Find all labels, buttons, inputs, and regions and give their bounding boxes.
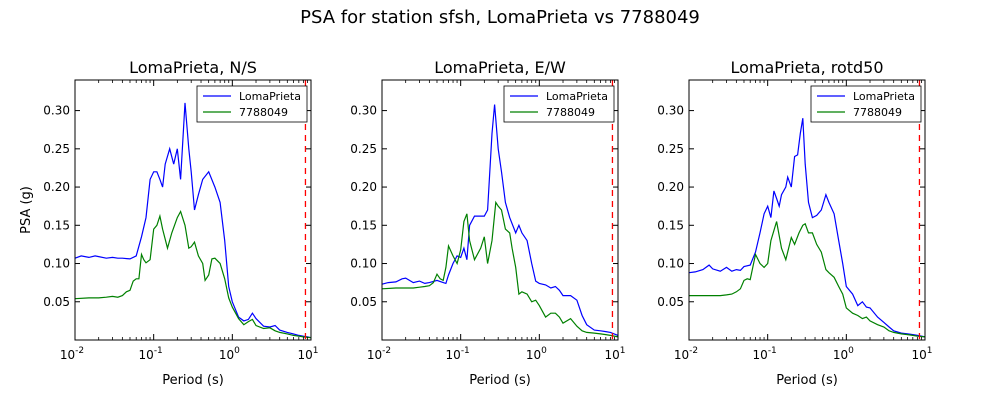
x-tick-exponent: -1 xyxy=(768,346,777,356)
legend-label: 7788049 xyxy=(853,106,902,119)
figure-title: PSA for station sfsh, LomaPrieta vs 7788… xyxy=(300,7,700,28)
y-tick-label: 0.05 xyxy=(350,295,377,309)
legend-label: LomaPrieta xyxy=(853,90,915,103)
y-tick-label: 0.25 xyxy=(43,142,70,156)
x-axis-label: Period (s) xyxy=(469,373,531,388)
x-axis-label: Period (s) xyxy=(776,373,838,388)
y-tick-label: 0.05 xyxy=(43,295,70,309)
legend-label: LomaPrieta xyxy=(239,90,301,103)
x-tick-exponent: 1 xyxy=(927,346,933,356)
legend-label: 7788049 xyxy=(546,106,595,119)
y-tick-label: 0.15 xyxy=(43,218,70,232)
panel-title: LomaPrieta, N/S xyxy=(129,58,257,77)
x-tick-exponent: 1 xyxy=(620,346,626,356)
x-tick-exponent: 0 xyxy=(848,346,854,356)
legend-label: LomaPrieta xyxy=(546,90,608,103)
y-tick-label: 0.10 xyxy=(350,257,377,271)
x-tick-exponent: -1 xyxy=(461,346,470,356)
y-tick-label: 0.20 xyxy=(43,180,70,194)
y-tick-label: 0.15 xyxy=(657,218,684,232)
x-tick-exponent: -1 xyxy=(154,346,163,356)
x-tick-exponent: -2 xyxy=(382,346,391,356)
legend-box xyxy=(503,85,615,123)
legend-box xyxy=(810,85,922,123)
x-axis-label: Period (s) xyxy=(162,373,224,388)
legend-label: 7788049 xyxy=(239,106,288,119)
x-tick-exponent: 0 xyxy=(541,346,547,356)
panel-rotd50: LomaPrieta, rotd50 Period (s) 0.05 0.10 0.… xyxy=(657,58,932,388)
series-line-7788049 xyxy=(689,221,926,338)
series-line-lomaprieta xyxy=(381,104,619,336)
y-axis-label: PSA (g) xyxy=(19,186,34,234)
y-tick-label: 0.10 xyxy=(657,257,684,271)
y-tick-label: 0.25 xyxy=(350,142,377,156)
panel-title: LomaPrieta, E/W xyxy=(434,58,566,77)
axes-frame xyxy=(381,79,619,341)
y-tick-label: 0.15 xyxy=(350,218,377,232)
panel-ns: LomaPrieta, N/S Period (s) PSA (g) 0.05 0… xyxy=(19,58,319,388)
y-tick-label: 0.30 xyxy=(657,104,684,118)
x-tick-exponent: -2 xyxy=(689,346,698,356)
y-tick-label: 0.30 xyxy=(43,104,70,118)
axes-frame xyxy=(74,79,312,341)
y-tick-label: 0.05 xyxy=(657,295,684,309)
series-line-7788049 xyxy=(74,209,312,339)
legend-box xyxy=(196,85,308,123)
panel-title: LomaPrieta, rotd50 xyxy=(730,58,883,77)
series-line-7788049 xyxy=(381,200,619,338)
y-tick-label: 0.25 xyxy=(657,142,684,156)
x-tick-exponent: 0 xyxy=(234,346,240,356)
panel-ew: LomaPrieta, E/W Period (s) 0.05 0.10 0.15 0… xyxy=(350,58,625,388)
y-tick-label: 0.20 xyxy=(350,180,377,194)
series-line-lomaprieta xyxy=(74,102,312,339)
series-line-lomaprieta xyxy=(688,118,926,338)
y-tick-label: 0.10 xyxy=(43,257,70,271)
x-tick-exponent: -2 xyxy=(75,346,84,356)
y-tick-label: 0.30 xyxy=(350,104,377,118)
y-tick-label: 0.20 xyxy=(657,180,684,194)
axes-frame xyxy=(688,79,926,341)
x-tick-exponent: 1 xyxy=(313,346,319,356)
